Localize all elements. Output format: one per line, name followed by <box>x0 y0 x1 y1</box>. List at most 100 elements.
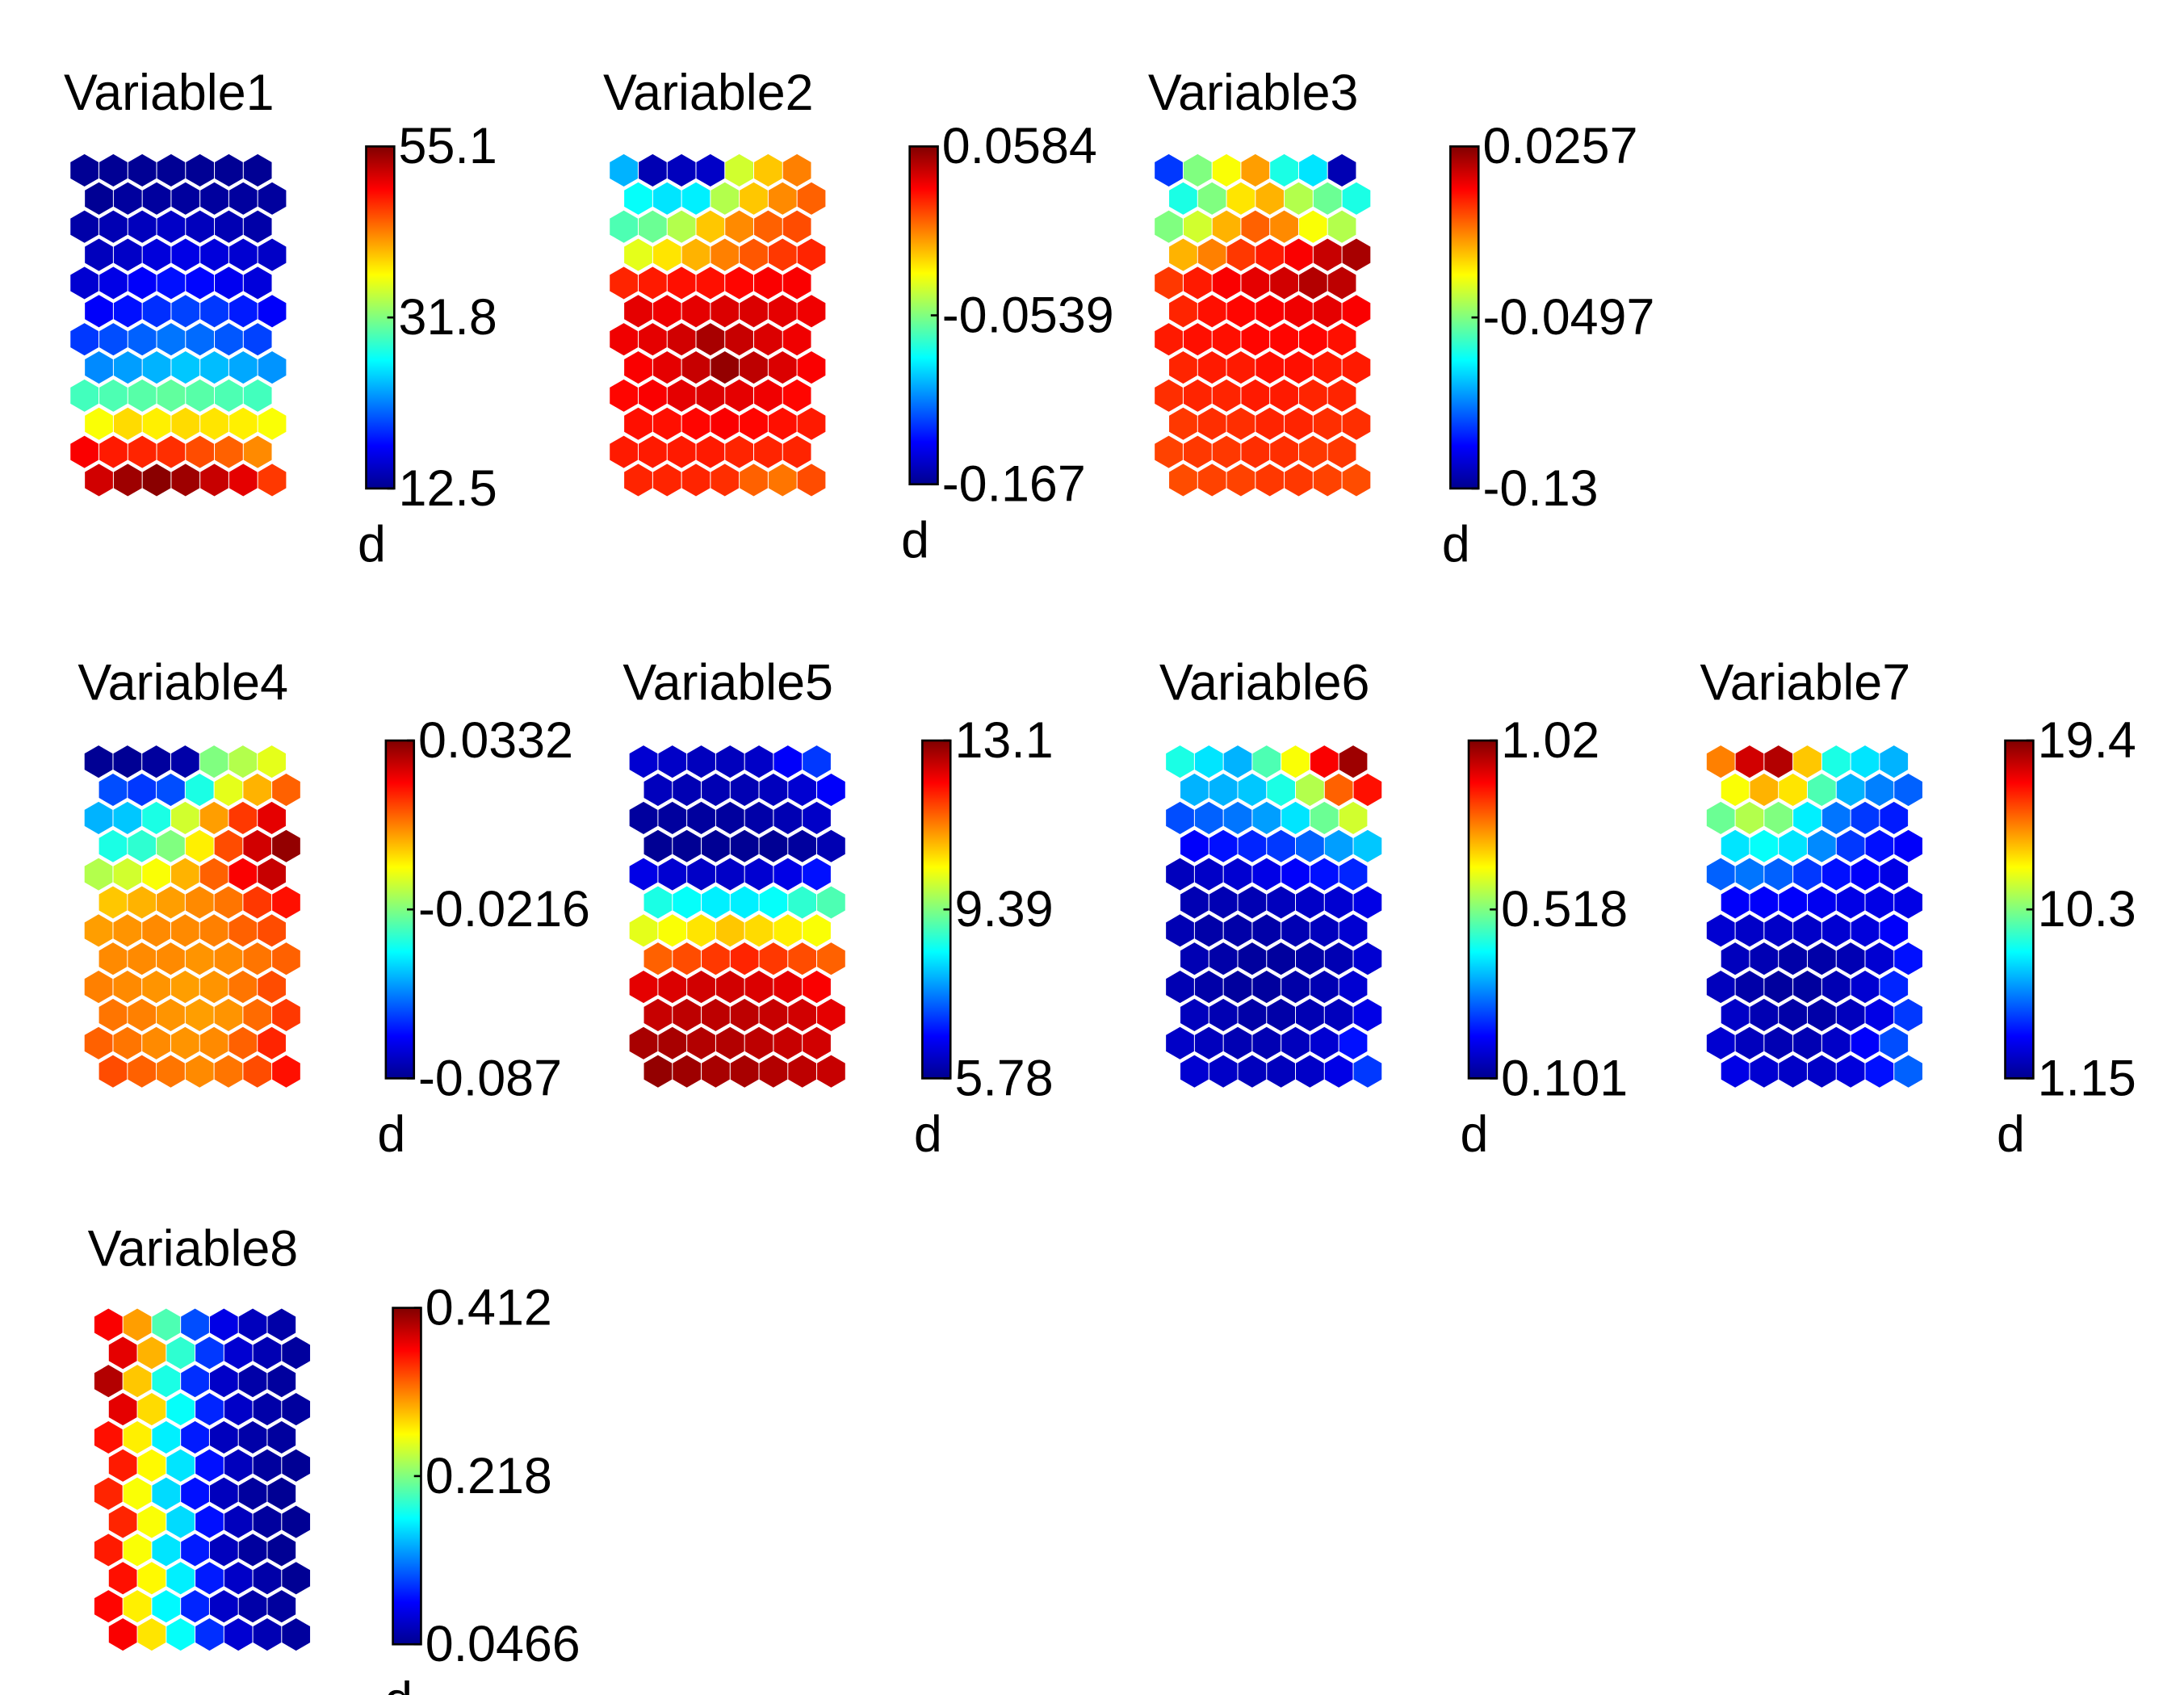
hex-cell <box>1836 773 1865 807</box>
hex-cell <box>1155 266 1183 300</box>
hex-cell <box>1285 182 1313 215</box>
hex-cell <box>788 829 817 862</box>
hex-cell <box>1750 829 1779 862</box>
hex-cell <box>94 1308 123 1341</box>
hex-cell <box>200 464 228 497</box>
hex-cell <box>610 435 638 468</box>
hex-cell <box>243 379 272 412</box>
component-plane-map <box>1155 153 1371 497</box>
hex-cell <box>1779 773 1807 807</box>
panel-title: Variable7 <box>1700 654 1911 711</box>
hex-cell <box>224 1505 253 1538</box>
hex-cell <box>1310 858 1339 891</box>
hex-cell <box>99 1055 128 1088</box>
hex-cell <box>740 182 768 215</box>
hex-cell <box>214 829 243 862</box>
hex-cell <box>99 266 128 300</box>
hex-cell <box>702 998 730 1032</box>
hex-cell <box>152 1477 181 1510</box>
hex-cell <box>1285 350 1313 384</box>
hex-cell <box>759 1055 788 1088</box>
hex-cell <box>696 379 725 412</box>
hex-cell <box>1212 323 1241 356</box>
hex-cell <box>1166 745 1194 778</box>
hex-cell <box>108 1617 137 1651</box>
hex-cell <box>1880 1026 1909 1059</box>
hex-cell <box>128 379 157 412</box>
colorbar-tick-label-mid: 0.518 <box>1501 881 1628 938</box>
hex-cell <box>258 801 286 834</box>
hex-cell <box>85 407 113 440</box>
hex-cell <box>715 858 744 891</box>
hex-cell <box>209 1365 238 1398</box>
hex-cell <box>1212 435 1241 468</box>
hex-cell <box>1342 238 1371 271</box>
hex-cell <box>195 1393 224 1426</box>
hex-cell <box>624 182 652 215</box>
hex-cell <box>1238 886 1267 919</box>
hex-cell <box>1851 801 1880 834</box>
colorbar <box>921 739 952 1080</box>
hex-cell <box>1706 858 1735 891</box>
hex-cell <box>152 1308 181 1341</box>
hex-cell <box>1721 998 1750 1032</box>
hex-cell <box>667 379 696 412</box>
hex-cell <box>70 435 99 468</box>
hex-cell <box>209 1420 238 1454</box>
hex-cell <box>94 1420 123 1454</box>
hex-cell <box>243 773 272 807</box>
hex-cell <box>1706 745 1735 778</box>
hex-cell <box>1255 464 1285 497</box>
hex-cell <box>624 295 652 328</box>
hex-cell <box>1353 773 1382 807</box>
hex-cell <box>696 210 725 243</box>
hex-cell <box>803 1026 831 1059</box>
hex-cell <box>113 238 142 271</box>
hex-cell <box>730 829 759 862</box>
hex-cell <box>157 998 185 1032</box>
hex-cell <box>113 295 142 328</box>
hex-cell <box>1197 182 1226 215</box>
hex-cell <box>99 942 128 975</box>
hex-cell <box>85 182 113 215</box>
hex-cell <box>740 350 768 384</box>
hex-cell <box>1779 1055 1807 1088</box>
colorbar-tick-label-min: -0.13 <box>1482 460 1598 517</box>
hex-cell <box>171 464 200 497</box>
hex-cell <box>209 1533 238 1567</box>
hex-cell <box>1180 829 1209 862</box>
hex-cell <box>1851 1026 1880 1059</box>
hex-cell <box>1169 295 1197 328</box>
hex-cell <box>1353 829 1382 862</box>
colorbar-tick-label-mid: -0.0539 <box>942 287 1114 343</box>
hex-cell <box>1166 858 1194 891</box>
hex-cell <box>1339 971 1368 1004</box>
hex-cell <box>157 942 185 975</box>
hex-cell <box>1223 858 1252 891</box>
hex-cell <box>181 1308 209 1341</box>
hex-cell <box>108 1336 137 1370</box>
hex-cell <box>702 773 730 807</box>
hex-cell <box>1267 942 1296 975</box>
hex-cell <box>1238 998 1267 1032</box>
hex-cell <box>658 801 687 834</box>
hex-cell <box>84 858 113 891</box>
hex-cell <box>1880 801 1909 834</box>
hex-cell <box>1353 886 1382 919</box>
hex-cell <box>185 829 214 862</box>
hex-cell <box>157 379 186 412</box>
hex-cell <box>1270 266 1298 300</box>
hex-cell <box>243 323 272 356</box>
hex-cell <box>142 801 170 834</box>
hex-cell <box>1267 1055 1296 1088</box>
hex-cell <box>1267 829 1296 862</box>
hex-cell <box>152 1365 181 1398</box>
hex-cell <box>759 998 788 1032</box>
hex-cell <box>768 182 797 215</box>
hex-cell <box>228 182 258 215</box>
hex-cell <box>1750 773 1779 807</box>
colorbar-tick-label-min: 0.0466 <box>425 1616 581 1672</box>
hex-cell <box>1339 745 1368 778</box>
hex-cell <box>797 350 826 384</box>
